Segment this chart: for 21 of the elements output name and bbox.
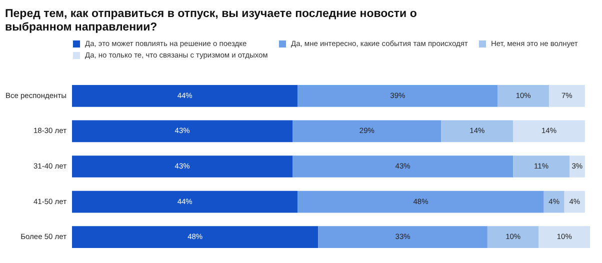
bar bbox=[292, 156, 514, 178]
bar bbox=[513, 156, 570, 178]
bar bbox=[487, 226, 539, 248]
bar bbox=[441, 120, 514, 142]
bar bbox=[298, 190, 544, 213]
bar bbox=[72, 156, 293, 178]
bar bbox=[564, 190, 585, 213]
bar bbox=[292, 120, 442, 142]
chart-title: Перед тем, как отправиться в отпуск, вы изучаете последние новости о выбранном направлении? bbox=[5, 8, 417, 34]
bar bbox=[513, 120, 585, 142]
bar bbox=[569, 156, 585, 178]
bar bbox=[544, 190, 564, 213]
bar bbox=[548, 85, 585, 107]
bar bbox=[538, 226, 590, 248]
bar bbox=[72, 120, 293, 142]
bar bbox=[298, 85, 498, 107]
bar bbox=[72, 85, 298, 107]
bar bbox=[498, 85, 549, 107]
bar bbox=[318, 226, 488, 248]
bar bbox=[72, 190, 298, 213]
bar bbox=[72, 226, 318, 248]
